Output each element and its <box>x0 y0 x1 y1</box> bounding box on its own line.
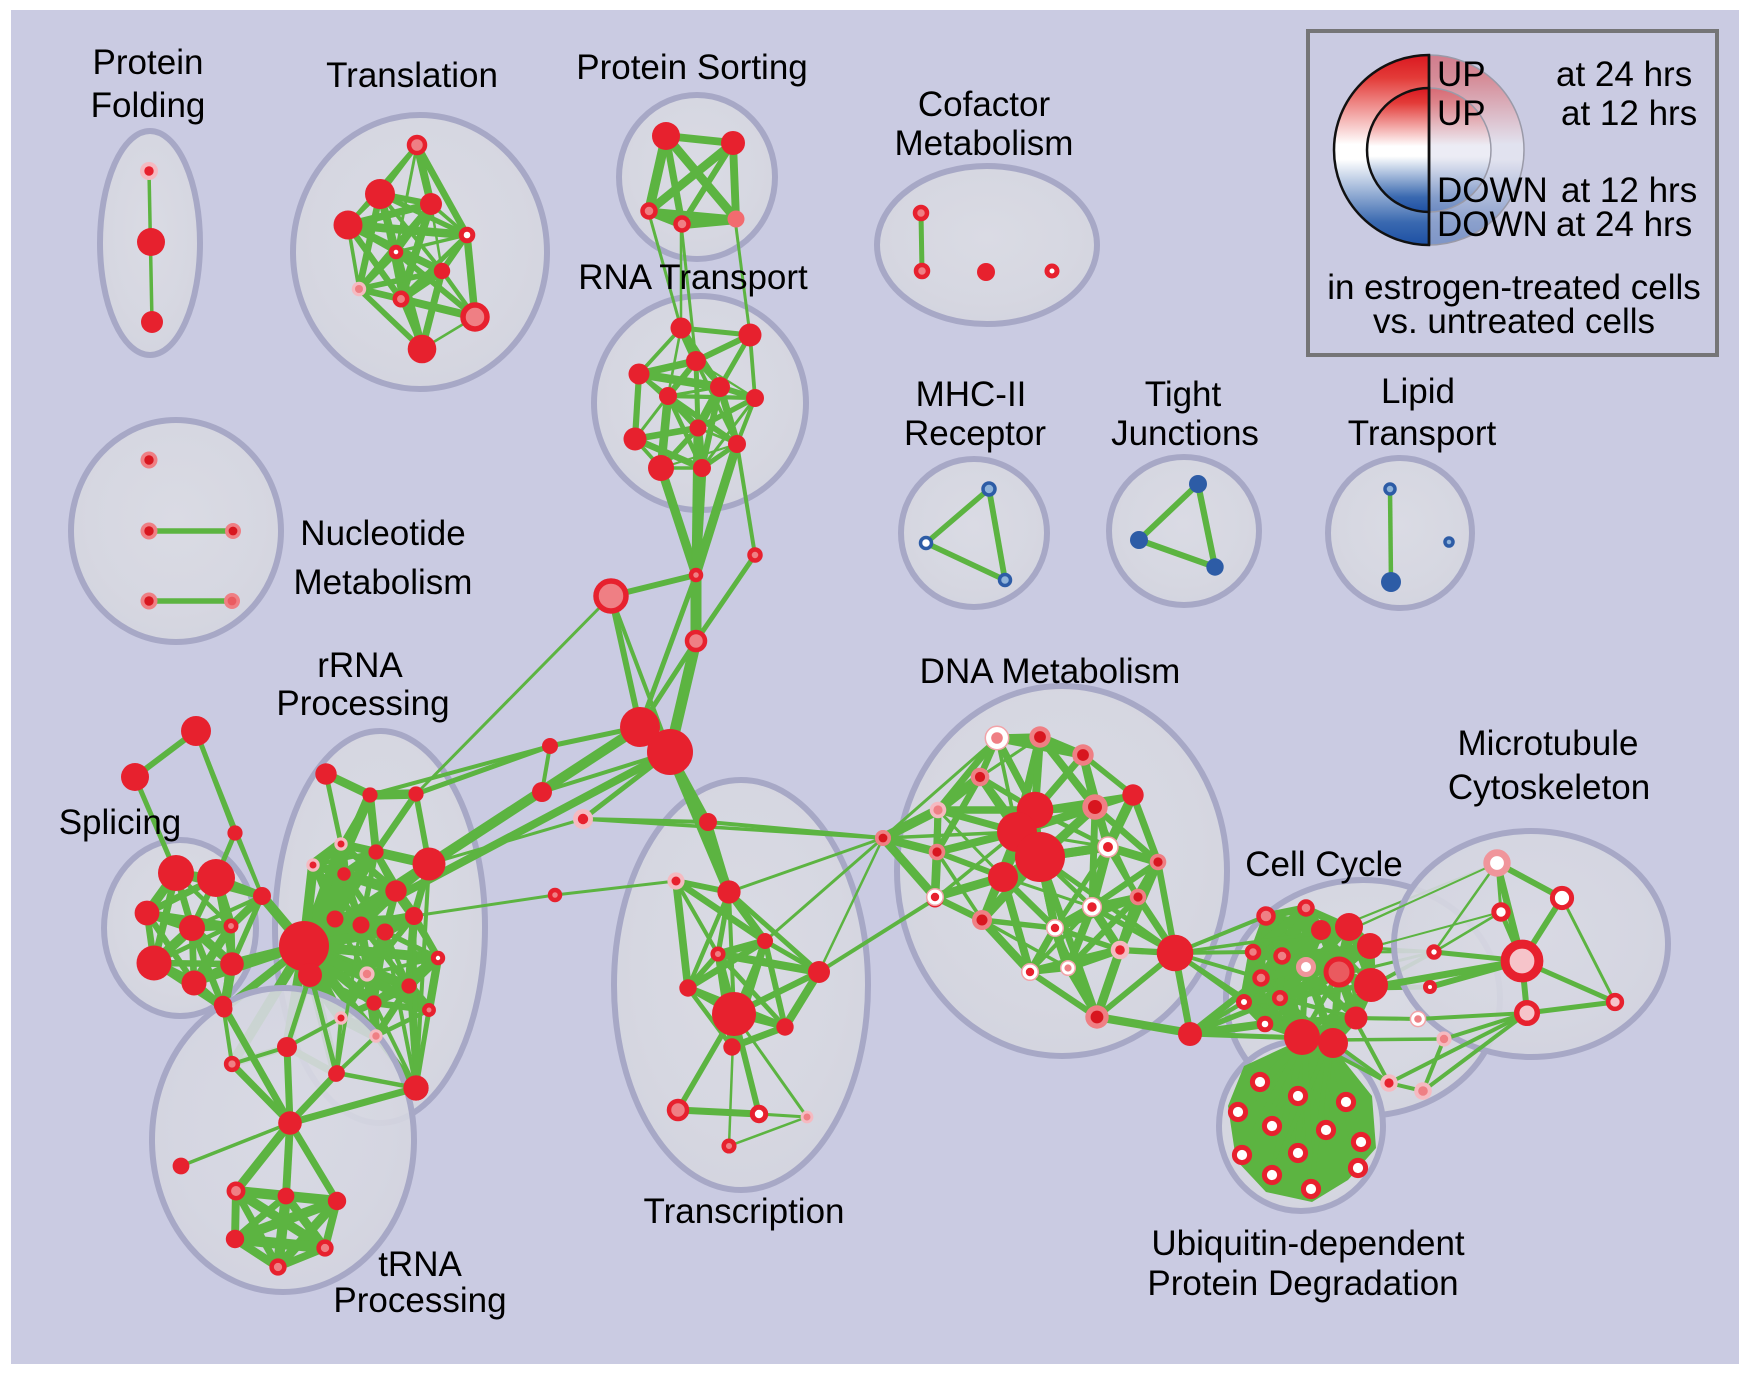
svg-text:Processing: Processing <box>276 684 449 723</box>
svg-text:MHC-II: MHC-II <box>916 375 1027 414</box>
svg-text:Splicing: Splicing <box>59 803 182 842</box>
svg-text:Tight: Tight <box>1145 375 1222 414</box>
svg-text:at 24 hrs: at 24 hrs <box>1556 55 1692 94</box>
svg-text:DNA Metabolism: DNA Metabolism <box>920 652 1181 691</box>
svg-text:vs. untreated cells: vs. untreated cells <box>1373 302 1655 341</box>
svg-text:Receptor: Receptor <box>904 414 1046 453</box>
svg-text:at 12 hrs: at 12 hrs <box>1561 94 1697 133</box>
svg-text:Cell Cycle: Cell Cycle <box>1245 845 1403 884</box>
svg-text:RNA Transport: RNA Transport <box>578 258 808 297</box>
svg-text:Translation: Translation <box>326 56 498 95</box>
svg-text:Cytoskeleton: Cytoskeleton <box>1448 768 1650 807</box>
svg-text:Protein: Protein <box>93 43 204 82</box>
svg-text:DOWN: DOWN <box>1437 171 1548 210</box>
svg-text:Microtubule: Microtubule <box>1458 724 1639 763</box>
svg-text:Metabolism: Metabolism <box>895 124 1074 163</box>
svg-text:in estrogen-treated cells: in estrogen-treated cells <box>1327 268 1701 307</box>
svg-text:Protein Degradation: Protein Degradation <box>1147 1264 1458 1303</box>
svg-text:UP: UP <box>1437 94 1486 133</box>
svg-text:Nucleotide: Nucleotide <box>300 514 465 553</box>
svg-text:Protein Sorting: Protein Sorting <box>576 48 808 87</box>
svg-text:tRNA: tRNA <box>378 1245 462 1284</box>
svg-text:at 12 hrs: at 12 hrs <box>1561 171 1697 210</box>
svg-text:Transcription: Transcription <box>644 1192 845 1231</box>
svg-text:DOWN: DOWN <box>1437 205 1548 244</box>
svg-text:Cofactor: Cofactor <box>918 85 1051 124</box>
svg-text:Lipid: Lipid <box>1381 372 1455 411</box>
svg-text:Junctions: Junctions <box>1111 414 1259 453</box>
svg-text:Transport: Transport <box>1348 414 1497 453</box>
svg-text:rRNA: rRNA <box>317 646 403 685</box>
svg-text:Folding: Folding <box>91 86 206 125</box>
svg-text:UP: UP <box>1437 55 1486 94</box>
svg-text:Metabolism: Metabolism <box>294 563 473 602</box>
svg-text:at 24 hrs: at 24 hrs <box>1556 205 1692 244</box>
svg-text:Processing: Processing <box>333 1281 506 1320</box>
svg-text:Ubiquitin-dependent: Ubiquitin-dependent <box>1151 1224 1465 1263</box>
